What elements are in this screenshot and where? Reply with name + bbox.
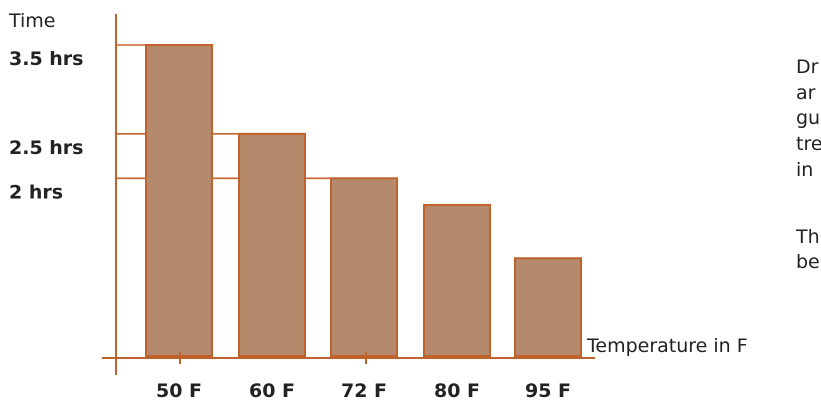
x-tick-labels: 50 F 60 F 72 F 80 F 95 F <box>156 380 571 402</box>
side-text-fragment: in <box>796 159 813 181</box>
bar-80f <box>423 203 491 357</box>
y-tick-label: 3.5 hrs <box>9 48 83 70</box>
bar-72f <box>330 177 398 357</box>
x-tick-label: 50 F <box>156 380 202 402</box>
bar-95f <box>514 257 582 357</box>
side-text-fragment: tre <box>796 133 821 155</box>
y-axis-label: Time <box>8 10 56 32</box>
bars-group <box>145 44 582 357</box>
x-axis-label: Temperature in F <box>586 335 748 357</box>
y-tick-label: 2.5 hrs <box>9 137 83 159</box>
x-tick-label: 95 F <box>525 380 571 402</box>
x-tick-label: 72 F <box>341 380 387 402</box>
side-text-fragment: gu <box>796 107 820 129</box>
bar-60f <box>238 132 306 357</box>
side-text-fragment: Th <box>795 226 820 248</box>
y-tick-labels: 3.5 hrs 2.5 hrs 2 hrs <box>9 48 83 203</box>
side-text-fragment: be <box>796 251 820 273</box>
side-text-fragment: Dr <box>796 56 819 78</box>
x-tick-label: 80 F <box>434 380 480 402</box>
side-text-fragment: ar <box>796 82 816 104</box>
side-paragraph-text: Dr ar gu tre in Th be <box>795 56 821 273</box>
y-tick-label: 2 hrs <box>9 181 63 203</box>
bar-50f <box>145 44 213 357</box>
x-tick-label: 60 F <box>249 380 295 402</box>
